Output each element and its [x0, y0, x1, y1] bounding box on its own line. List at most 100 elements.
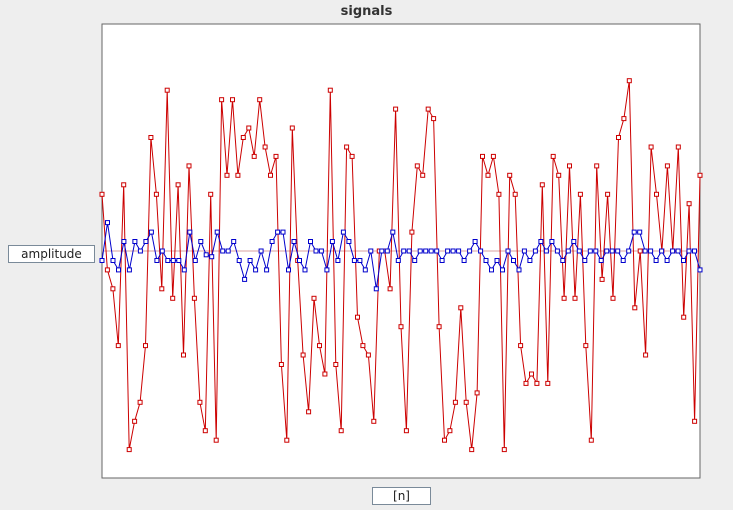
- series-2-point: [116, 267, 121, 273]
- series-1-point: [240, 135, 246, 140]
- series-2-point: [609, 248, 615, 254]
- series-2-point: [692, 248, 697, 254]
- series-2-point: [302, 267, 308, 273]
- series-1-point: [572, 295, 578, 301]
- series-1-point: [170, 295, 176, 301]
- series-2-point: [132, 239, 138, 244]
- series-1-point: [534, 380, 540, 386]
- series-2-point: [697, 267, 703, 273]
- series-1-point: [360, 343, 366, 349]
- series-2-point: [401, 248, 407, 254]
- series-1-point: [681, 314, 687, 320]
- series-2-point: [664, 258, 670, 263]
- series-2-point: [648, 248, 654, 254]
- series-1-point: [431, 116, 437, 122]
- series-1-point: [132, 418, 138, 424]
- series-2-point: [346, 239, 352, 244]
- series-2-point: [406, 248, 412, 254]
- series-2-point: [637, 229, 643, 235]
- series-2-point: [187, 229, 193, 235]
- series-1-point: [159, 286, 165, 292]
- series-2-point: [642, 248, 648, 254]
- series-2-point: [434, 248, 440, 254]
- series-1-point: [442, 437, 447, 443]
- series-1-point: [469, 447, 475, 453]
- series-1-point: [632, 305, 638, 311]
- series-1-point: [143, 343, 148, 349]
- series-2-point: [297, 258, 302, 263]
- series-1-point: [561, 295, 567, 301]
- series-2-point: [604, 248, 610, 254]
- series-2-point: [99, 258, 105, 263]
- series-2-point: [340, 229, 346, 235]
- series-2-point: [209, 254, 215, 260]
- series-2-point: [472, 239, 478, 244]
- series-2-point: [286, 267, 291, 273]
- series-1-point: [610, 295, 616, 301]
- series-1-point: [148, 135, 154, 140]
- series-2-point: [231, 239, 237, 244]
- series-2-point: [417, 248, 423, 254]
- series-1-point: [208, 191, 214, 197]
- series-1-point: [327, 87, 333, 93]
- series-1-point: [485, 172, 491, 178]
- series-2-point: [362, 267, 368, 273]
- series-1-point: [246, 125, 252, 131]
- series-2-point: [291, 239, 297, 244]
- series-2-point: [225, 248, 231, 254]
- series-1-point: [594, 163, 600, 169]
- series-2-point: [308, 239, 313, 244]
- series-2-point: [313, 248, 319, 254]
- series-1-point: [278, 362, 284, 367]
- series-1-point: [371, 418, 377, 424]
- series-1-point: [311, 295, 317, 301]
- series-1-point: [599, 276, 605, 282]
- series-1-point: [322, 371, 328, 377]
- series-2-point: [390, 229, 396, 235]
- series-2-point: [318, 248, 324, 254]
- series-1-point: [273, 153, 279, 159]
- series-1-point: [637, 248, 643, 254]
- series-1-point: [387, 286, 393, 292]
- series-1-point: [224, 172, 230, 178]
- series-2-point: [258, 248, 264, 254]
- series-1-point: [616, 135, 621, 140]
- x-axis-label-button[interactable]: [n]: [372, 487, 431, 505]
- series-2-point: [379, 248, 385, 254]
- series-2-point: [565, 248, 571, 254]
- series-2-point: [675, 248, 681, 254]
- series-2-point: [593, 248, 599, 254]
- series-2-point: [478, 248, 484, 254]
- chart-title: signals: [340, 4, 393, 19]
- series-1-point: [365, 352, 371, 358]
- series-2-point: [247, 258, 253, 263]
- series-1-point: [577, 191, 583, 197]
- series-2-point: [686, 248, 692, 254]
- series-1-point: [153, 191, 159, 197]
- series-2-point: [500, 267, 505, 273]
- series-2-point: [384, 248, 390, 254]
- series-1-point: [501, 447, 507, 453]
- series-2-point: [143, 239, 149, 244]
- series-2-point: [395, 258, 401, 263]
- series-2-point: [236, 258, 242, 263]
- series-2-point: [181, 267, 187, 273]
- series-2-point: [571, 239, 577, 244]
- series-2-point: [373, 286, 379, 292]
- series-1-point: [583, 343, 589, 349]
- series-2-point: [582, 258, 588, 263]
- series-2-point: [439, 258, 445, 263]
- series-2-point: [461, 258, 467, 263]
- series-2-point: [456, 248, 462, 254]
- series-2-point: [494, 258, 500, 263]
- series-2-point: [351, 258, 357, 263]
- series-2-point: [659, 248, 665, 254]
- y-axis-label-button[interactable]: amplitude: [8, 245, 95, 263]
- series-1-point: [219, 97, 225, 103]
- series-1-point: [490, 153, 496, 159]
- series-1-point: [164, 87, 170, 93]
- series-1-point: [458, 305, 464, 311]
- series-1-point: [338, 428, 344, 434]
- series-1-point: [349, 153, 355, 159]
